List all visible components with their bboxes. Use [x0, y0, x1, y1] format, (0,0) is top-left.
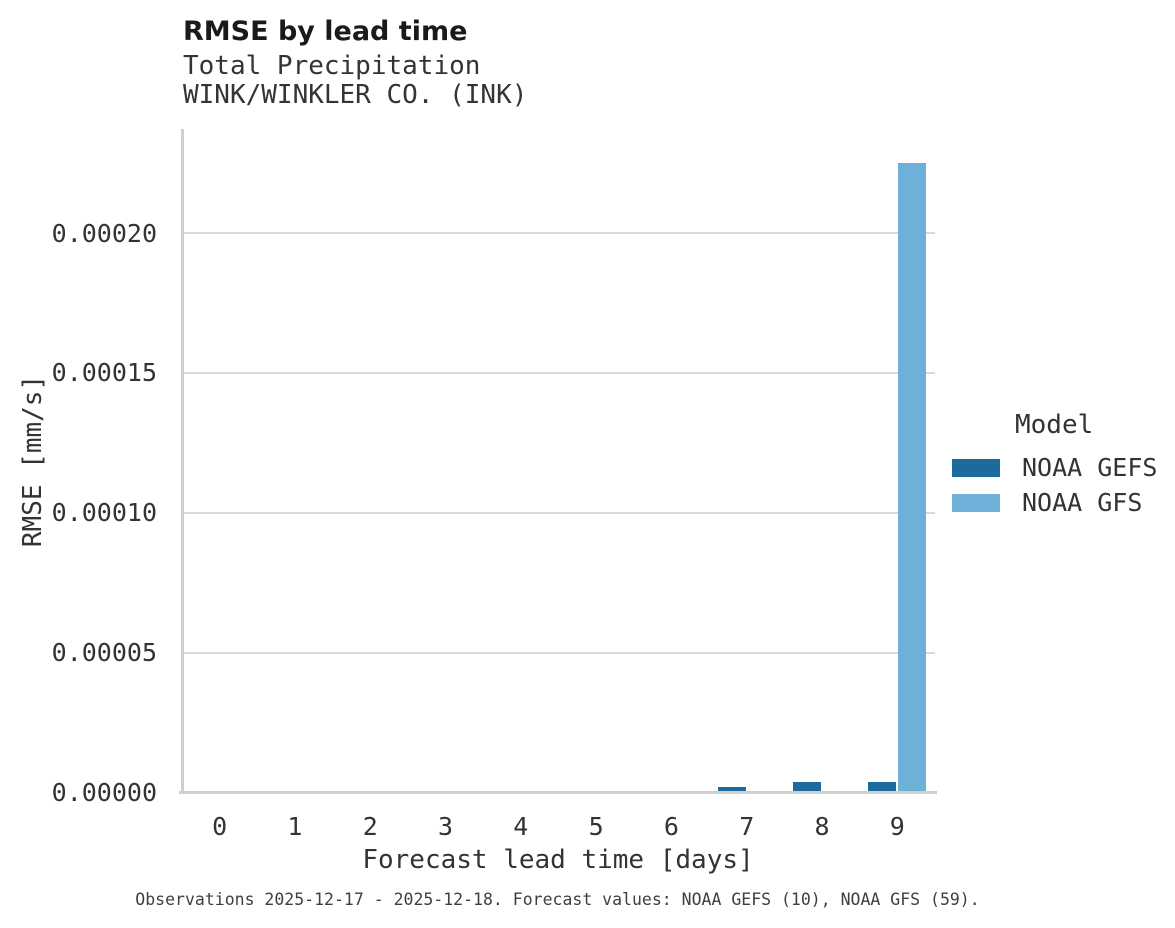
legend: Model NOAA GEFS NOAA GFS [952, 410, 1157, 520]
x-tick-label-6: 6 [663, 812, 679, 841]
x-axis-title: Forecast lead time [days] [362, 845, 754, 875]
chart-subtitle-variable: Total Precipitation [183, 51, 481, 81]
chart-title: RMSE by lead time [183, 16, 468, 47]
plot-area [182, 129, 935, 793]
x-tick-label-0: 0 [212, 812, 228, 841]
gridline-y-0.00015 [182, 371, 935, 374]
y-tick-label-0.00000: 0.00000 [51, 778, 157, 807]
x-tick-label-1: 1 [287, 812, 303, 841]
x-axis-spine [179, 791, 937, 794]
legend-entries: NOAA GEFS NOAA GFS [952, 450, 1157, 520]
x-tick-label-4: 4 [513, 812, 529, 841]
legend-entry-noaa-gefs: NOAA GEFS [952, 450, 1157, 485]
legend-label: NOAA GEFS [1022, 453, 1158, 482]
x-tick-label-7: 7 [739, 812, 755, 841]
bar-noaa-gefs-day-9 [868, 782, 897, 793]
x-tick-label-5: 5 [588, 812, 604, 841]
legend-swatch-icon [952, 458, 1000, 477]
legend-swatch-icon [952, 493, 1000, 512]
gridline-y-0.00005 [182, 651, 935, 654]
y-axis-spine [181, 129, 184, 794]
legend-title: Model [1015, 410, 1094, 440]
y-tick-label-0.00005: 0.00005 [51, 638, 157, 668]
gridline-y-0.00010 [182, 511, 935, 514]
bar-noaa-gefs-day-7 [717, 786, 746, 793]
y-tick-label-0.00010: 0.00010 [51, 498, 157, 528]
legend-label: NOAA GFS [1022, 488, 1143, 517]
chart-subtitle-station: WINK/WINKLER CO. (INK) [183, 80, 528, 110]
legend-entry-noaa-gfs: NOAA GFS [952, 485, 1157, 520]
y-axis-title: RMSE [mm/s] [18, 374, 48, 548]
bar-noaa-gfs-day-9 [898, 163, 927, 793]
caption-text: Observations 2025-12-17 - 2025-12-18. Fo… [135, 890, 980, 909]
x-tick-label-3: 3 [438, 812, 454, 841]
y-tick-label-0.00020: 0.00020 [51, 218, 157, 248]
x-tick-label-2: 2 [362, 812, 378, 841]
bar-noaa-gefs-day-8 [793, 781, 822, 793]
x-tick-label-9: 9 [889, 812, 905, 841]
gridline-y-0.00020 [182, 232, 935, 234]
x-tick-label-8: 8 [814, 812, 830, 841]
y-tick-label-0.00015: 0.00015 [51, 358, 157, 388]
